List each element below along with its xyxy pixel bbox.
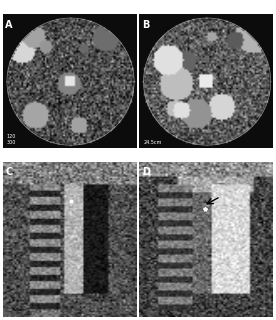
Text: C: C bbox=[6, 167, 13, 177]
Text: B: B bbox=[142, 20, 149, 30]
Text: A: A bbox=[5, 20, 13, 30]
Text: 120
300: 120 300 bbox=[7, 134, 16, 145]
Text: D: D bbox=[142, 167, 150, 177]
Text: 24.5cm: 24.5cm bbox=[144, 140, 162, 145]
